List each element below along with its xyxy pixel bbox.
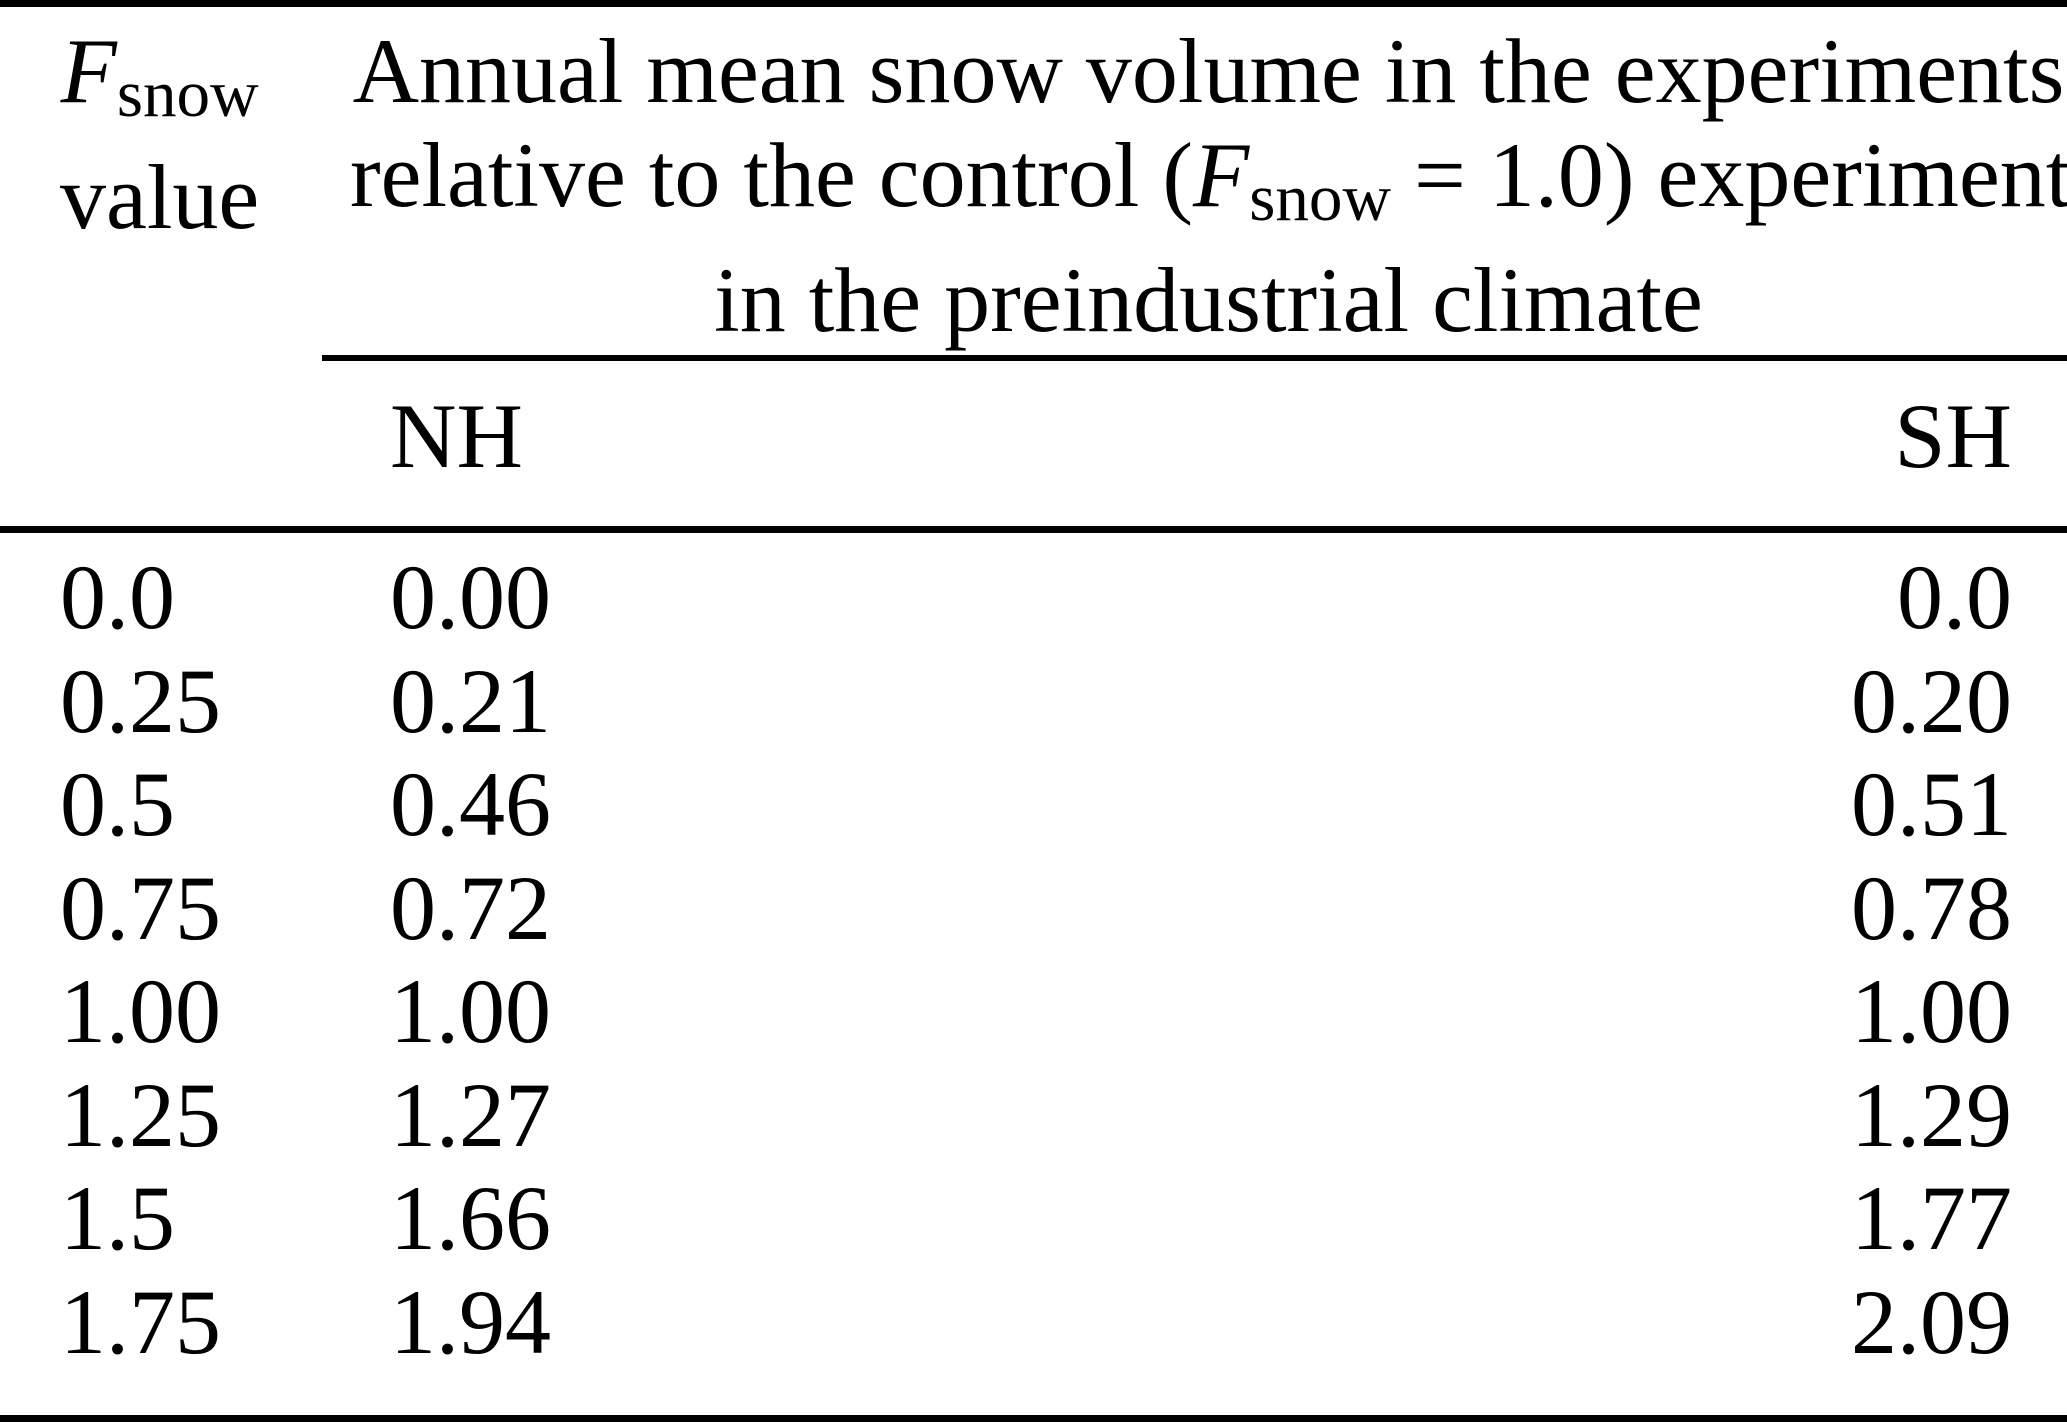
table-row: 1.75 1.94 2.09 (0, 1271, 2067, 1375)
sh-cell: 0.51 (1851, 753, 2012, 855)
sh-cell: 2.09 (1851, 1270, 2012, 1373)
span-header-line1: Annual mean snow volume in the experimen… (352, 20, 2065, 122)
table-row: 1.00 1.00 1.00 (0, 960, 2067, 1064)
sh-cell: 0.20 (1851, 649, 2012, 752)
fsnow-cell: 1.75 (60, 1270, 221, 1373)
fsnow-symbol: F (60, 20, 117, 122)
nh-cell: 1.94 (390, 1270, 551, 1373)
fsnow-cell: 0.0 (60, 546, 175, 648)
col1-header: Fsnow value (60, 20, 259, 249)
nh-column-label: NH (390, 385, 523, 487)
table-row: 1.5 1.66 1.77 (0, 1167, 2067, 1271)
sh-cell: 0.0 (1897, 546, 2012, 648)
column-labels-row: NH SH (0, 385, 2067, 489)
nh-cell: 0.46 (390, 753, 551, 855)
sh-cell: 1.77 (1851, 1167, 2012, 1269)
sh-column-label: SH (1894, 385, 2012, 487)
sh-cell: 0.78 (1851, 856, 2012, 959)
nh-cell: 0.21 (390, 649, 551, 752)
table-top-rule (0, 0, 2067, 7)
nh-cell: 0.00 (390, 546, 551, 648)
nh-cell: 1.66 (390, 1167, 551, 1269)
header-body-rule (0, 526, 2067, 533)
span-header-line2: relative to the control (Fsnow = 1.0) ex… (350, 124, 2067, 250)
table-row: 0.25 0.21 0.20 (0, 650, 2067, 754)
fsnow-cell: 0.25 (60, 649, 221, 752)
fsnow-cell: 0.5 (60, 753, 175, 855)
span-header-line3: in the preindustrial climate (714, 249, 1703, 352)
fsnow-subscript: snow (116, 56, 259, 132)
sh-cell: 1.00 (1851, 960, 2012, 1062)
col1-header-line1: Fsnow (60, 20, 259, 146)
fsnow-cell: 1.25 (60, 1063, 221, 1166)
table-row: 0.75 0.72 0.78 (0, 857, 2067, 961)
span-header-line2-post: = 1.0) experiment (1391, 123, 2067, 226)
span-header-rule (322, 355, 2067, 361)
table-row: 0.0 0.00 0.0 (0, 546, 2067, 650)
span-header: Annual mean snow volume in the experimen… (350, 20, 2067, 353)
table-row: 1.25 1.27 1.29 (0, 1064, 2067, 1168)
fsnow-cell: 0.75 (60, 856, 221, 959)
table-row: 0.5 0.46 0.51 (0, 753, 2067, 857)
fsnow-symbol: F (1193, 123, 1250, 226)
table-bottom-rule (0, 1415, 2067, 1422)
nh-cell: 1.00 (390, 960, 551, 1062)
nh-cell: 1.27 (390, 1063, 551, 1166)
nh-cell: 0.72 (390, 856, 551, 959)
table-body: 0.0 0.00 0.0 0.25 0.21 0.20 0.5 0.46 0.5… (0, 546, 2067, 1374)
span-header-line2-pre: relative to the control ( (350, 123, 1194, 226)
fsnow-subscript: snow (1249, 159, 1392, 235)
fsnow-cell: 1.5 (60, 1167, 175, 1269)
col1-header-line2: value (60, 145, 260, 248)
fsnow-cell: 1.00 (60, 960, 221, 1062)
sh-cell: 1.29 (1851, 1063, 2012, 1166)
